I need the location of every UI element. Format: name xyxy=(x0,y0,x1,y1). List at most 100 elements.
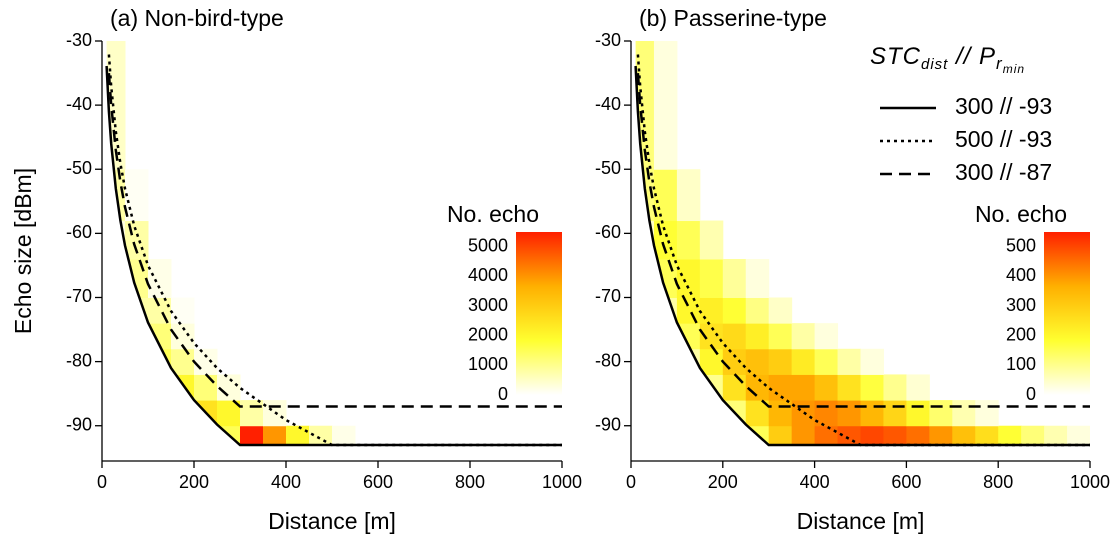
legend-label: 500 // -93 xyxy=(955,126,1052,152)
heat-cell xyxy=(837,425,861,445)
panel-title: (b) Passerine-type xyxy=(639,5,827,31)
stc-line xyxy=(634,65,1090,447)
heat-cell xyxy=(148,297,172,324)
heat-cell xyxy=(998,425,1022,445)
stc-line xyxy=(105,65,562,447)
heat-cell xyxy=(906,425,930,445)
heat-cell xyxy=(722,348,747,375)
stc-line xyxy=(636,73,1090,408)
heat-cell xyxy=(699,323,724,350)
heat-cell xyxy=(791,374,816,401)
lines xyxy=(634,54,1090,447)
heat-cell xyxy=(217,425,241,445)
heat-cell xyxy=(860,348,884,375)
legend-title: STCdist // Prmin xyxy=(870,43,1025,76)
heat-cell xyxy=(768,297,793,324)
heat-cell xyxy=(217,400,241,427)
x-tick-label: 0 xyxy=(97,472,107,492)
colorbar-tick-label: 0 xyxy=(1026,384,1036,404)
heat-cell xyxy=(676,169,701,222)
y-tick-label: -50 xyxy=(595,158,621,178)
heat-cell xyxy=(860,374,884,401)
y-tick-label: -70 xyxy=(595,286,621,306)
lines xyxy=(105,54,562,447)
colorbar-tick-label: 400 xyxy=(1006,265,1036,285)
y-tick-label: -30 xyxy=(66,30,92,50)
heat-cell xyxy=(263,425,287,445)
heat-cell xyxy=(814,425,839,445)
heat-cell xyxy=(837,374,861,401)
x-tick-label: 200 xyxy=(708,472,738,492)
x-tick-label: 600 xyxy=(891,472,921,492)
heat-cell xyxy=(929,400,953,427)
heat-cell xyxy=(745,348,770,375)
heat-cell xyxy=(768,348,793,375)
heat-cell xyxy=(837,348,861,375)
heat-cell xyxy=(745,400,770,427)
heat-cell xyxy=(194,374,218,401)
colorbar-tick-label: 4000 xyxy=(468,265,508,285)
heat-cell xyxy=(286,425,310,445)
heat-cell xyxy=(814,323,839,350)
heat-cell xyxy=(952,425,976,445)
heat-cell xyxy=(745,297,770,324)
legend-label: 300 // -87 xyxy=(955,159,1052,185)
y-tick-label: -70 xyxy=(66,286,92,306)
y-tick-label: -60 xyxy=(66,222,92,242)
colorbar-tick-label: 100 xyxy=(1006,354,1036,374)
x-tick-label: 1000 xyxy=(542,472,582,492)
heat-cell xyxy=(906,374,930,401)
heat-cell xyxy=(722,259,747,298)
y-tick-label: -40 xyxy=(595,94,621,114)
x-tick-label: 600 xyxy=(363,472,393,492)
heat-cell xyxy=(722,374,747,401)
heat-cell xyxy=(814,374,839,401)
colorbar-tick-label: 0 xyxy=(498,384,508,404)
heat-cell xyxy=(814,348,839,375)
y-tick-label: -40 xyxy=(66,94,92,114)
heat-cell xyxy=(768,374,793,401)
y-tick-label: -90 xyxy=(66,414,92,434)
y-axis-label: Echo size [dBm] xyxy=(10,168,36,334)
heat-cell xyxy=(745,425,770,445)
y-tick-label: -90 xyxy=(595,414,621,434)
stc-line xyxy=(107,73,562,408)
heat-cell xyxy=(171,323,195,350)
x-tick-label: 200 xyxy=(179,472,209,492)
heat-cell xyxy=(883,374,907,401)
x-tick-label: 1000 xyxy=(1070,472,1110,492)
heat-cell xyxy=(1021,425,1045,445)
heat-cell xyxy=(240,425,264,445)
heat-cell xyxy=(745,259,770,298)
heat-cell xyxy=(791,425,816,445)
heat-cell xyxy=(906,400,930,427)
heat-cell xyxy=(171,297,195,324)
legend-title-part: dist xyxy=(921,56,948,73)
colorbar-title: No. echo xyxy=(975,201,1067,227)
heat-cell xyxy=(217,374,241,401)
colorbar-tick-label: 200 xyxy=(1006,324,1036,344)
heat-cell xyxy=(676,220,701,260)
colorbar-tick-label: 1000 xyxy=(468,354,508,374)
heat-cell xyxy=(125,169,149,222)
heat-cell xyxy=(860,425,884,445)
heat-cell xyxy=(791,323,816,350)
y-tick-label: -50 xyxy=(66,158,92,178)
heat-cell xyxy=(676,297,701,324)
y-tick-label: -60 xyxy=(595,222,621,242)
heat-cell xyxy=(814,400,839,427)
heat-cell xyxy=(745,323,770,350)
legend-title-part: r xyxy=(996,54,1003,73)
heat-cell xyxy=(194,348,218,375)
heat-cell xyxy=(240,400,264,427)
x-tick-label: 400 xyxy=(271,472,301,492)
heat-cell xyxy=(975,425,999,445)
colorbar-tick-label: 300 xyxy=(1006,295,1036,315)
stc-line xyxy=(107,54,562,447)
heat-cell xyxy=(676,259,701,298)
y-tick-label: -80 xyxy=(595,350,621,370)
heat-cell xyxy=(332,425,356,445)
heat-cell xyxy=(975,400,999,427)
heat-cell xyxy=(952,400,976,427)
